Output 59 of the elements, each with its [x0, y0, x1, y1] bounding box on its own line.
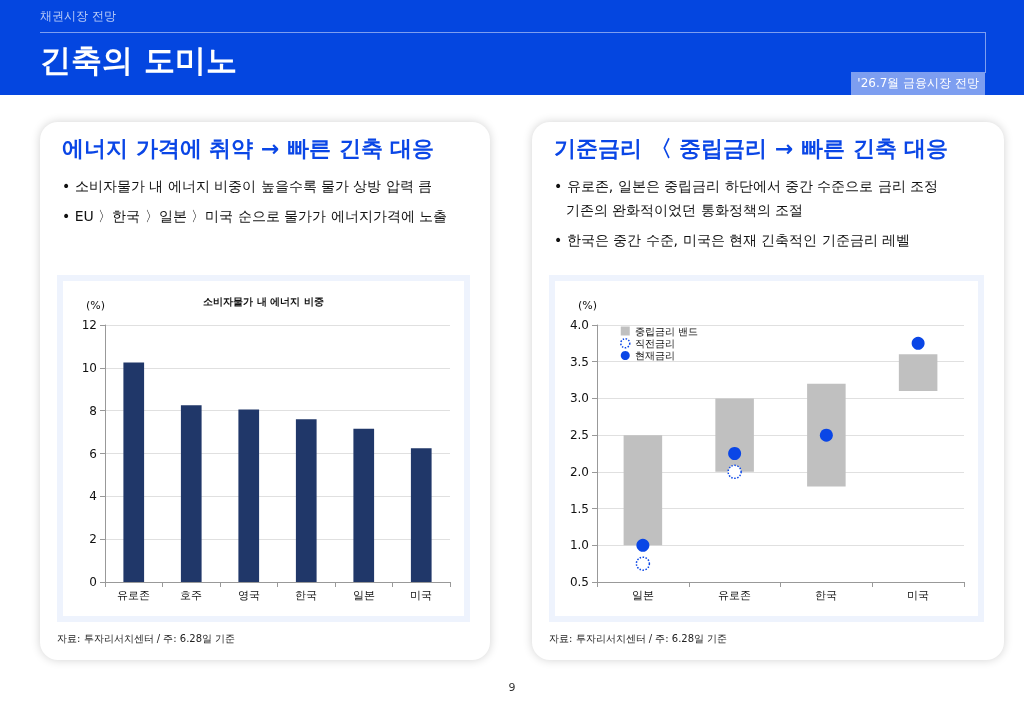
text: • 한국은 중간 수준, 미국은 현재 긴축적인 기준금리 레벨 — [554, 231, 912, 250]
x-tick-label: 호주 — [180, 589, 203, 602]
x-tick-label: 미국 — [410, 589, 433, 602]
x-tick-label: 한국 — [295, 589, 318, 602]
bar — [180, 405, 202, 582]
text: 자료: 투자리서치센터 / 주: 6.28일 기준 — [549, 632, 728, 646]
y-tick-label: 2 — [89, 532, 97, 547]
y-tick-label: 1.0 — [569, 538, 589, 553]
text: '26.7월 금융시장 전망 — [851, 72, 985, 95]
bar — [410, 448, 432, 582]
x-tick-label: 한국 — [815, 589, 838, 602]
y-tick-label: 4 — [89, 489, 97, 504]
text: 채권시장 전망 — [40, 8, 116, 25]
bar — [123, 362, 145, 582]
bar — [353, 428, 375, 582]
y-tick-label: 3.5 — [569, 354, 589, 369]
y-tick-label: 0.5 — [569, 575, 589, 589]
x-tick-label: 유로존 — [718, 589, 752, 602]
y-tick-label: 0 — [89, 575, 97, 589]
x-tick-label: 미국 — [907, 589, 930, 602]
x-tick-label: 일본 — [352, 589, 375, 602]
bar — [807, 383, 846, 487]
x-tick-label: 일본 — [631, 589, 654, 602]
x-tick-label: 영국 — [237, 589, 260, 602]
text: 9 — [507, 681, 517, 694]
point — [911, 336, 925, 350]
text: 긴축의 도미노 — [40, 41, 237, 80]
y-tick-label: 3.0 — [569, 391, 589, 406]
point — [636, 538, 650, 552]
text: • 유로존, 일본은 중립금리 하단에서 중간 수준으로 금리 조정 기존의 완화적이었던 통화정책의 조절 — [554, 177, 939, 220]
point — [819, 428, 833, 442]
point — [635, 556, 651, 571]
chart-title: 에너지 가격에 취약 → 빠른 긴축 대응 — [62, 135, 435, 163]
y-axis-title: (%) — [85, 299, 105, 312]
chart-title: 기준금리 〈 중립금리 → 빠른 긴축 대응 — [554, 135, 949, 163]
text: • EU 〉한국 〉일본 〉미국 순으로 물가가 에너지가격에 노출 — [62, 207, 447, 226]
y-tick-label: 6 — [89, 446, 97, 461]
y-tick-label: 2.0 — [569, 464, 589, 479]
point — [727, 464, 742, 480]
point — [728, 447, 742, 460]
bar — [238, 409, 260, 582]
y-tick-label: 8 — [89, 403, 97, 418]
bar — [898, 354, 938, 392]
y-tick-label: 1.5 — [569, 501, 589, 516]
text: 자료: 투자리서치센터 / 주: 6.28일 기준 — [57, 632, 236, 646]
legend-label: 직전금리 — [634, 337, 675, 349]
y-tick-label: 2.5 — [569, 428, 589, 443]
bar — [715, 398, 754, 472]
chart-subtitle: 소비자물가 내 에너지 비중 — [203, 295, 324, 307]
bar — [623, 435, 663, 546]
x-tick-label: 유로존 — [117, 589, 151, 602]
text: • 소비자물가 내 에너지 비중이 높을수록 물가 상방 압력 큼 — [62, 177, 434, 196]
legend-label: 중립금리 밴드 — [634, 325, 698, 337]
legend-label: 현재금리 — [634, 350, 675, 361]
y-tick-label: 12 — [81, 318, 97, 332]
y-axis-title: (%) — [577, 299, 597, 312]
y-tick-label: 4.0 — [569, 318, 589, 332]
y-tick-label: 10 — [81, 360, 97, 375]
bar — [295, 419, 317, 582]
